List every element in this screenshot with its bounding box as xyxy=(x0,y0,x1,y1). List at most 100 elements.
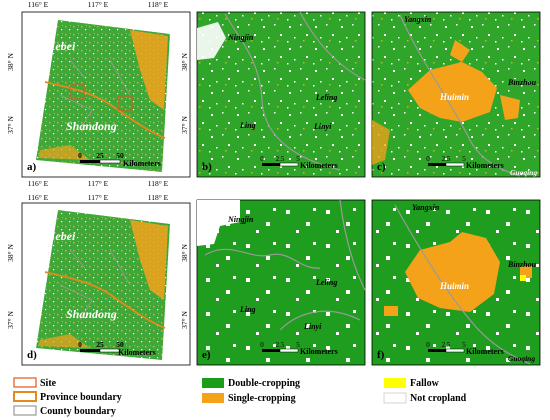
scale-tick: 25 xyxy=(96,340,104,349)
place-label: Linyi xyxy=(303,322,322,331)
panel-letter: a) xyxy=(27,161,37,173)
region-label: Hebei xyxy=(45,229,76,243)
legend-double-label: Double-cropping xyxy=(228,378,300,389)
scale-bar: 0 2.5 5 Kilometers xyxy=(426,155,504,170)
legend-province-label: Province boundary xyxy=(40,392,122,403)
scale-unit: Kilometers xyxy=(118,348,156,357)
place-label: Yangxin xyxy=(404,15,432,24)
legend-site-swatch xyxy=(13,377,37,388)
place-label: Huimin xyxy=(439,92,469,102)
scale-tick: 5 xyxy=(296,155,300,163)
lon-label: 116° E xyxy=(28,0,49,9)
scale-tick: 0 xyxy=(260,155,264,163)
scale-tick: 0 xyxy=(426,341,430,349)
place-label: Linyi xyxy=(313,122,332,131)
panel-a: 116° E 117° E 118° E 38° N 37° N Hebei S… xyxy=(6,0,191,178)
place-label: Leling xyxy=(315,278,337,287)
study-area xyxy=(36,210,170,360)
lon-label: 118° E xyxy=(148,193,169,202)
place-label: Binzhou xyxy=(507,78,537,87)
lat-label: 38° N xyxy=(180,244,189,262)
scale-tick: 0 xyxy=(260,341,264,349)
scale-tick: 0 xyxy=(78,340,82,349)
lon-label: 118° E xyxy=(148,179,169,188)
legend-fallow-swatch xyxy=(384,378,406,388)
place-label: Ling xyxy=(239,305,256,314)
lon-label: 116° E xyxy=(28,193,49,202)
scale-tick: 0 xyxy=(78,151,82,160)
scale-tick: 2.5 xyxy=(276,341,285,349)
site-marker xyxy=(117,95,133,111)
lat-label: 38° N xyxy=(6,53,15,71)
legend-county-label: County boundary xyxy=(40,406,116,417)
scale-tick: 50 xyxy=(116,151,124,160)
panel-letter: f) xyxy=(377,349,385,361)
lon-label: 117° E xyxy=(88,193,109,202)
place-label: Ningjin xyxy=(227,33,254,42)
scale-unit: Kilometers xyxy=(300,347,338,356)
panel-f: Yangxin Binzhou Huimin Guoqing f) 0 2.5 … xyxy=(371,199,541,366)
place-label: Guoqing xyxy=(508,354,535,363)
region-label: Shandong xyxy=(66,119,117,133)
panel-letter: b) xyxy=(202,161,212,173)
panel-d: 116° E 117° E 118° E 116° E 117° E 118° … xyxy=(6,179,191,366)
place-label: Ningjin xyxy=(227,215,254,224)
region-label: Shandong xyxy=(66,307,117,321)
panel-c: Yangxin Binzhou Huimin Guoqing c) 0 2.5 … xyxy=(371,11,541,178)
single-cropping-area xyxy=(405,232,500,312)
scale-tick: 2.5 xyxy=(442,341,451,349)
legend-site-label: Site xyxy=(40,378,57,389)
lon-label: 118° E xyxy=(148,0,169,9)
scale-tick: 2.5 xyxy=(442,155,451,163)
lat-label: 37° N xyxy=(180,311,189,329)
scale-bar: 0 2.5 5 Kilometers xyxy=(260,341,338,356)
scale-tick: 50 xyxy=(116,340,124,349)
site-marker xyxy=(69,84,85,100)
panel-letter: e) xyxy=(202,349,211,361)
legend-province-swatch xyxy=(13,391,37,402)
scale-tick: 5 xyxy=(462,341,466,349)
panel-letter: d) xyxy=(27,349,37,361)
legend-single-label: Single-cropping xyxy=(228,393,296,404)
legend-fallow-label: Fallow xyxy=(410,378,440,389)
scale-tick: 0 xyxy=(426,155,430,163)
lat-label: 37° N xyxy=(6,116,15,134)
legend-county-swatch xyxy=(13,405,37,416)
place-label: Leling xyxy=(315,93,337,102)
legend-double-swatch xyxy=(202,378,224,388)
panel-b: 38° N 37° N Ningjin Leling Ling Linyi b)… xyxy=(180,11,366,178)
province-boundary xyxy=(44,271,166,329)
scale-bar: 0 25 50 Kilometers xyxy=(78,151,161,168)
lon-label: 116° E xyxy=(28,179,49,188)
legend-single-swatch xyxy=(202,393,224,403)
panel-letter: c) xyxy=(377,161,386,173)
scale-unit: Kilometers xyxy=(300,161,338,170)
place-label: Huimin xyxy=(439,281,469,291)
lat-label: 38° N xyxy=(6,244,15,262)
panel-e: 38° N 37° N Ningjin Leling Ling Linyi e)… xyxy=(180,199,366,366)
lat-label: 38° N xyxy=(180,53,189,71)
scale-bar: 0 25 50 Kilometers xyxy=(78,340,156,357)
scale-bar: 0 2.5 5 Kilometers xyxy=(426,341,504,356)
place-label: Binzhou xyxy=(507,260,537,269)
scale-unit: Kilometers xyxy=(123,159,161,168)
scale-tick: 25 xyxy=(96,151,104,160)
lat-label: 37° N xyxy=(180,116,189,134)
lon-label: 117° E xyxy=(88,179,109,188)
region-label: Hebei xyxy=(45,39,76,53)
scale-unit: Kilometers xyxy=(466,161,504,170)
scale-unit: Kilometers xyxy=(466,347,504,356)
legend-notcrop-label: Not cropland xyxy=(410,393,467,404)
place-label: Yangxin xyxy=(412,203,440,212)
place-label: Guoqing xyxy=(510,168,537,177)
legend: Site Province boundary County boundary D… xyxy=(13,377,467,417)
single-cropping-area xyxy=(408,62,497,122)
lat-label: 37° N xyxy=(6,311,15,329)
lon-label: 117° E xyxy=(88,0,109,9)
scale-tick: 2.5 xyxy=(276,155,285,163)
study-area xyxy=(36,20,170,172)
scale-tick: 5 xyxy=(296,341,300,349)
scale-tick: 5 xyxy=(462,155,466,163)
place-label: Ling xyxy=(239,121,256,130)
